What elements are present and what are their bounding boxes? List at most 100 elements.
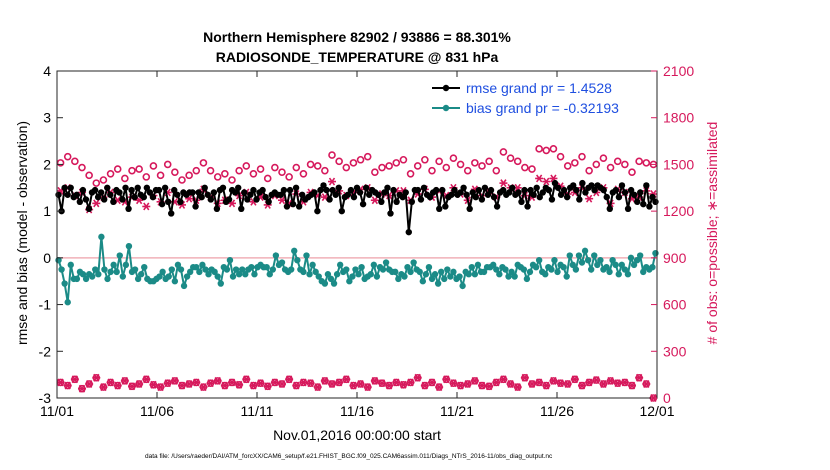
obs-assimilated-point (442, 375, 451, 384)
asterisk-stroke (71, 375, 79, 384)
data-point (101, 266, 108, 273)
asterisk-stroke (443, 375, 450, 384)
data-point (122, 261, 130, 269)
asterisk-stroke (457, 381, 464, 390)
obs-assimilated-point (513, 383, 522, 392)
data-point (336, 261, 344, 269)
data-point (131, 266, 139, 273)
data-point (588, 182, 595, 189)
obs-possible-point (513, 157, 522, 166)
data-point (532, 264, 540, 271)
asterisk-stroke (343, 375, 350, 384)
data-point (210, 189, 218, 196)
data-point (630, 261, 638, 269)
obs-assimilated-point (378, 379, 386, 388)
data-point (259, 186, 266, 194)
data-point (634, 198, 641, 205)
obs-possible-point (592, 160, 601, 169)
data-point (451, 186, 458, 194)
data-point (309, 261, 316, 269)
data-point (621, 189, 629, 196)
data-point (471, 271, 479, 278)
data-point (321, 280, 329, 287)
data-point (250, 186, 257, 194)
asterisk-stroke (593, 376, 600, 385)
data-point (287, 266, 295, 273)
obs-assimilated-point (63, 381, 72, 390)
asterisk-stroke (578, 381, 586, 390)
obs-assimilated-point (120, 376, 129, 385)
obs-assimilated-point (85, 380, 94, 388)
obs-possible-point (106, 169, 115, 178)
data-point (432, 186, 440, 194)
data-point (168, 210, 175, 217)
data-point (465, 271, 472, 278)
asterisk-stroke (378, 379, 386, 388)
data-point (155, 186, 163, 194)
obs-possible-point (613, 157, 622, 166)
obs-assimilated-point (435, 383, 444, 392)
obs-possible-point (113, 165, 122, 173)
obs-assimilated-point (242, 375, 251, 384)
data-point (511, 273, 518, 280)
x-axis-label: Nov.01,2016 00:00:00 start (273, 427, 441, 443)
obs-assimilated-point (328, 177, 336, 186)
obs-possible-point (342, 163, 351, 172)
obs-possible-point (85, 171, 93, 180)
y-right-tick-label: 1200 (663, 203, 694, 219)
asterisk-stroke (100, 383, 107, 392)
data-point (300, 268, 307, 276)
data-point (594, 261, 601, 269)
data-point (469, 189, 476, 196)
data-point (576, 196, 583, 203)
asterisk-stroke (528, 380, 536, 388)
asterisk-stroke (185, 194, 193, 203)
data-point (242, 271, 249, 278)
data-point (460, 184, 467, 191)
obs-assimilated-point (142, 375, 151, 384)
data-point (223, 266, 231, 273)
asterisk-stroke (435, 383, 443, 392)
obs-possible-point (578, 152, 586, 161)
data-point (496, 271, 503, 278)
obs-assimilated-point (228, 378, 236, 387)
obs-possible-point (385, 162, 393, 170)
asterisk-stroke (514, 383, 521, 392)
asterisk-stroke (164, 379, 171, 388)
obs-possible-point (635, 157, 643, 166)
data-point (472, 193, 479, 201)
data-point (161, 184, 169, 191)
data-point (448, 191, 455, 198)
obs-possible-point (285, 173, 293, 181)
obs-possible-point (92, 179, 101, 187)
data-point (253, 196, 260, 203)
data-point (551, 256, 558, 264)
data-point (618, 182, 626, 189)
footnote: data file: /Users/raeder/DAI/ATM_forcXX/… (145, 453, 553, 460)
data-point (640, 268, 647, 276)
data-point (315, 273, 322, 280)
data-point (536, 193, 543, 201)
obs-possible-point (128, 166, 136, 175)
data-point (104, 275, 111, 283)
data-point (434, 280, 442, 287)
data-point (442, 203, 449, 210)
asterisk-stroke (278, 196, 286, 205)
obs-assimilated-point (299, 378, 308, 387)
data-point (73, 191, 80, 198)
data-point (92, 266, 99, 273)
data-point (523, 275, 531, 283)
data-point (323, 186, 330, 194)
series-1 (55, 233, 659, 306)
obs-assimilated-point (278, 380, 286, 388)
data-point (575, 252, 583, 259)
data-point (551, 179, 559, 187)
asterisk-stroke (500, 179, 507, 188)
data-point (119, 196, 126, 203)
obs-assimilated-point (370, 196, 379, 205)
data-point (76, 198, 84, 205)
data-point (226, 256, 234, 264)
data-point (436, 205, 443, 213)
obs-possible-point (506, 154, 515, 162)
data-point (353, 184, 361, 191)
